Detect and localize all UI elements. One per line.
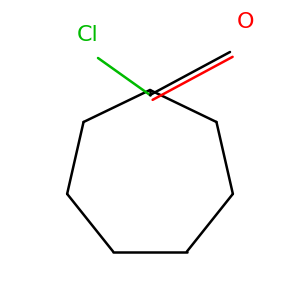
Text: O: O bbox=[236, 12, 254, 32]
Text: Cl: Cl bbox=[77, 25, 99, 45]
